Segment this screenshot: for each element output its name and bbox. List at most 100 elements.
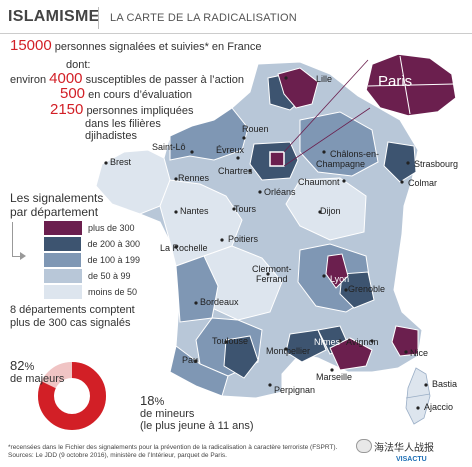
chartres-dot — [248, 169, 252, 173]
legend-label: plus de 300 — [88, 223, 135, 233]
city-nice: Nice — [410, 348, 428, 358]
lille-dot — [284, 76, 288, 80]
dept-moselle — [383, 141, 417, 183]
mineurs-label: 18% de mineurs (le plus jeune à 11 ans) — [140, 394, 254, 432]
legend-swatch — [44, 237, 82, 251]
dept-rhone — [325, 253, 349, 289]
city-paris: Paris — [378, 73, 412, 90]
city-clermont-1: Clermont- — [252, 264, 292, 274]
region-champagne — [299, 111, 379, 177]
city-lyon: Lyon — [330, 274, 349, 284]
nice-dot — [404, 350, 408, 354]
city-dijon: Dijon — [320, 206, 341, 216]
corsica-divider — [405, 393, 431, 399]
legend-swatch — [44, 253, 82, 267]
mineurs-text-2: (le plus jeune à 11 ans) — [140, 420, 254, 432]
orleans-dot — [258, 190, 262, 194]
legend-arrow-icon — [20, 252, 26, 260]
legend-title-line-1: Les signalements — [10, 191, 104, 205]
larochelle-dot — [174, 245, 178, 249]
page-subtitle: LA CARTE DE LA RADICALISATION — [110, 12, 297, 24]
stat-line-3-value: 2150 — [50, 101, 84, 118]
header-bar: ISLAMISME LA CARTE DE LA RADICALISATION — [0, 0, 472, 34]
legend: plus de 300 de 200 à 300 de 100 à 199 de… — [44, 221, 140, 301]
legend-item: de 200 à 300 — [44, 237, 140, 251]
city-tours: Tours — [234, 204, 257, 214]
stat-line-3-text-3: djihadistes — [85, 130, 137, 142]
city-nimes: Nîmes — [314, 337, 341, 347]
age-donut-chart — [38, 362, 106, 430]
majeurs-text: de majeurs — [10, 373, 65, 385]
inset-line-1 — [283, 59, 369, 153]
summary-text: 8 départements comptent plus de 300 cas … — [10, 304, 135, 330]
city-evreux: Évreux — [216, 145, 245, 155]
legend-swatch — [44, 285, 82, 299]
stat-line-2: 500 en cours d’évaluation — [60, 86, 193, 101]
legend-swatch — [44, 269, 82, 283]
tours-dot — [232, 207, 236, 211]
city-grenoble: Grenoble — [348, 284, 385, 294]
nantes-dot — [174, 210, 178, 214]
legend-item: moins de 50 — [44, 285, 140, 299]
legend-label: de 100 à 199 — [87, 255, 140, 265]
city-avignon: Avignon — [346, 337, 378, 347]
dijon-dot — [318, 210, 322, 214]
marseille-dot — [330, 368, 334, 372]
chalons-dot — [322, 150, 326, 154]
city-nantes: Nantes — [180, 206, 209, 216]
stat-main: 15000 personnes signalées et suivies* en… — [10, 37, 262, 54]
city-chaumont: Chaumont — [298, 177, 340, 187]
city-chalons-1: Châlons-en- — [330, 149, 379, 159]
dept-marseille — [329, 337, 373, 371]
bordeaux-dot — [194, 301, 198, 305]
majeurs-label: 82% de majeurs — [10, 359, 65, 385]
city-orleans: Orléans — [264, 187, 296, 197]
stat-dont: dont: — [66, 59, 91, 71]
stat-line-2-text: en cours d’évaluation — [88, 89, 193, 101]
inset-line-2 — [283, 107, 371, 167]
city-saintlo: Saint-Lô — [152, 142, 186, 152]
stat-line-3: 2150 personnes impliquées — [50, 101, 193, 118]
stat-main-value: 15000 — [10, 37, 52, 54]
watermark-icon — [356, 439, 372, 453]
mineurs-text-1: de mineurs — [140, 408, 195, 420]
legend-label: moins de 50 — [88, 287, 138, 297]
perpignan-dot — [268, 383, 272, 387]
page-title: ISLAMISME — [8, 8, 100, 25]
montpellier-dot — [284, 347, 288, 351]
city-ajaccio: Ajaccio — [424, 402, 453, 412]
header-rule — [0, 33, 472, 34]
city-rennes: Rennes — [178, 173, 210, 183]
paris-marker — [269, 151, 285, 167]
toulouse-dot — [224, 340, 228, 344]
city-poitiers: Poitiers — [228, 234, 259, 244]
bastia-dot — [424, 383, 428, 387]
legend-item: de 100 à 199 — [44, 253, 140, 267]
header-separator — [98, 7, 99, 29]
city-chartres: Chartres — [218, 166, 253, 176]
summary-line-2: plus de 300 cas signalés — [10, 317, 131, 329]
stat-line-1-value: 4000 — [49, 70, 83, 87]
city-dots — [104, 76, 428, 410]
mineurs-unit: % — [154, 396, 165, 408]
legend-title: Les signalements par département — [10, 191, 103, 219]
city-colmar: Colmar — [408, 178, 437, 188]
city-perpignan: Perpignan — [274, 385, 315, 395]
summary-line-1: 8 départements comptent — [10, 304, 135, 316]
dept-alpes-maritimes — [391, 325, 419, 357]
legend-label: de 200 à 300 — [87, 239, 140, 249]
footnote-line-1: *recensées dans le Fichier des signaleme… — [8, 444, 338, 451]
evreux-dot — [236, 156, 240, 160]
stat-main-text: personnes signalées et suivies* en Franc… — [54, 41, 262, 53]
legend-item: plus de 300 — [44, 221, 140, 235]
donut-major-arc — [38, 362, 106, 430]
city-strasbourg: Strasbourg — [414, 159, 458, 169]
city-bastia: Bastia — [432, 379, 457, 389]
nimes-dot — [338, 339, 342, 343]
stat-line-3-text-2: dans les filières — [85, 118, 161, 130]
grenoble-dot — [344, 288, 348, 292]
region-pyrenees — [169, 345, 229, 397]
stat-line-1-prefix: environ — [10, 74, 47, 86]
footnote-line-2: Sources: Le JDD (9 octobre 2016), minist… — [8, 452, 227, 459]
colmar-dot — [400, 180, 404, 184]
